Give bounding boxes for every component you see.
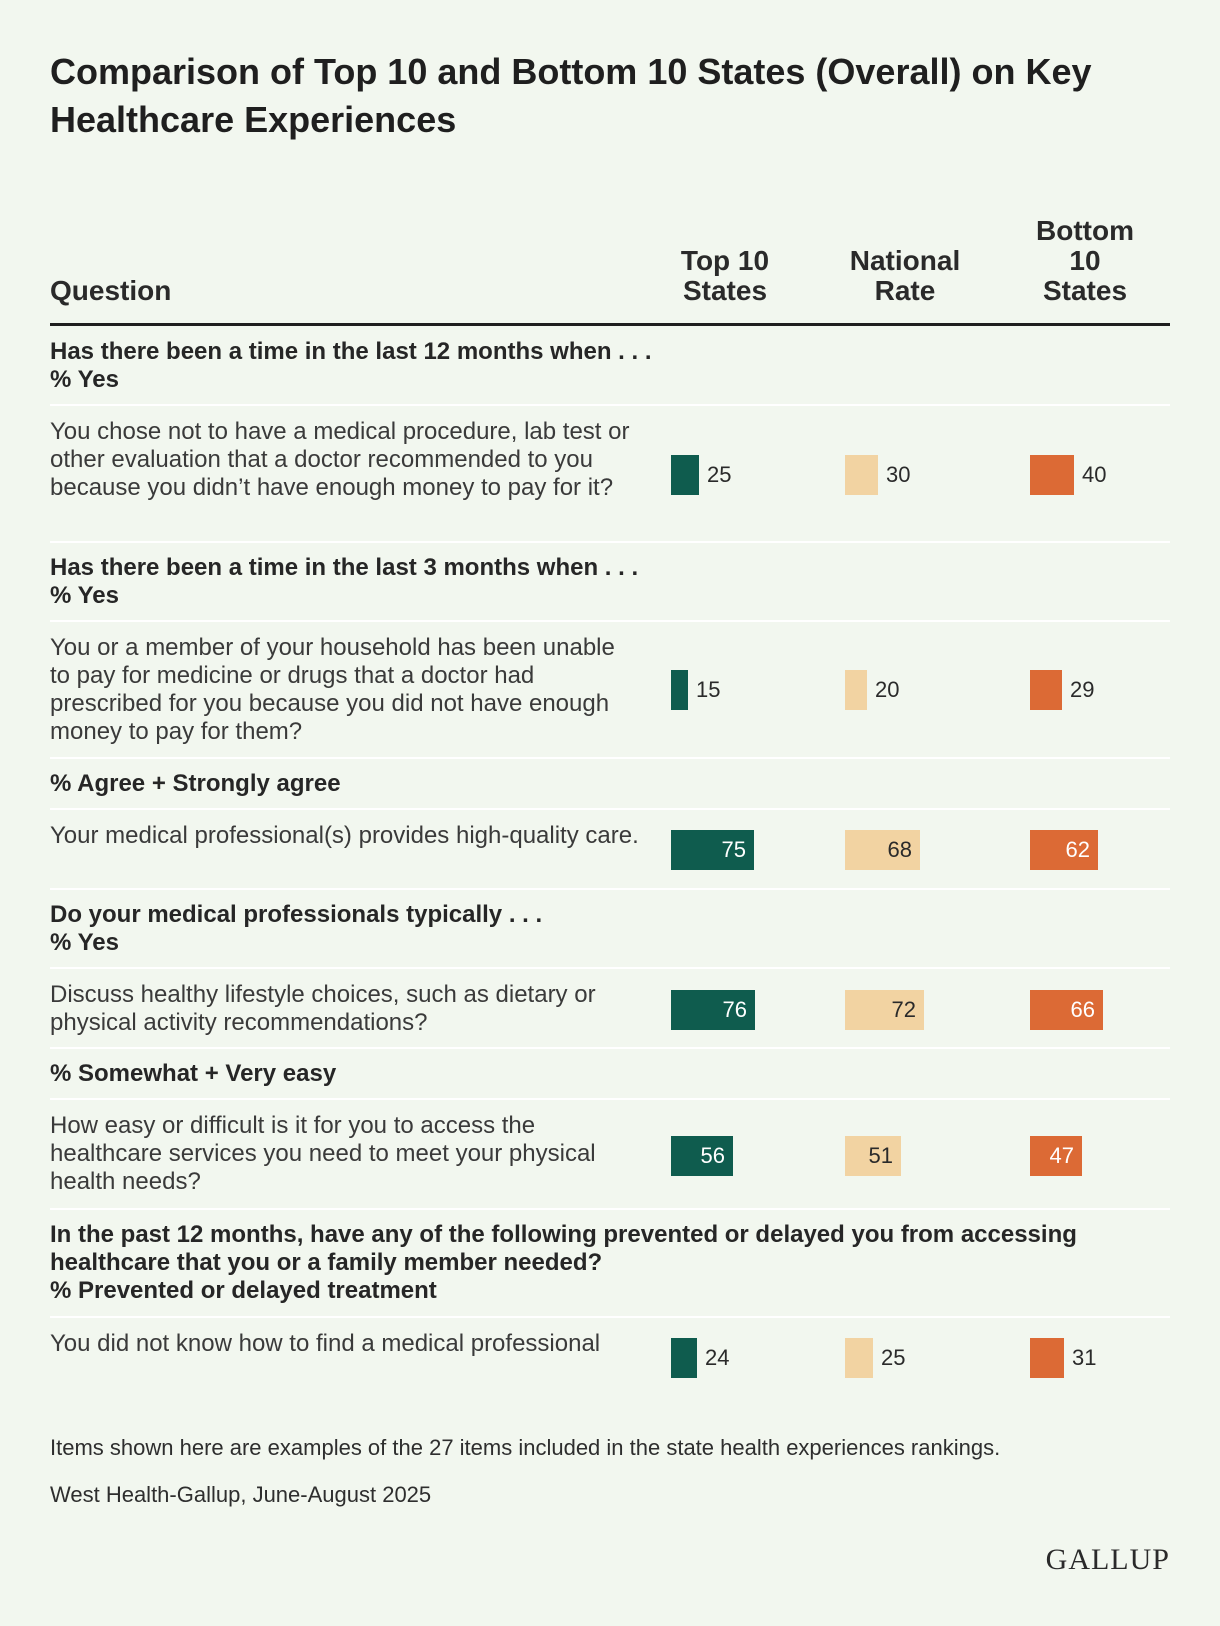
- value-label-top-10-states: 24: [705, 1345, 730, 1370]
- bar-bottom-10-states: [1030, 990, 1103, 1030]
- column-header-line: States: [682, 275, 768, 306]
- row-divider: [50, 1047, 1170, 1049]
- section-heading-line: Do your medical professionals typically …: [50, 901, 543, 928]
- question-text: You or a member of your household has be…: [50, 634, 615, 745]
- header-rule: [50, 323, 1170, 326]
- bar-bottom-10-states: [1030, 455, 1074, 495]
- footnote: Items shown here are examples of the 27 …: [50, 1435, 1001, 1460]
- section-heading: In the past 12 months, have any of the f…: [50, 1221, 1150, 1305]
- bar-bottom-10-states: [1030, 1136, 1082, 1176]
- value-label-national-rate: 51: [868, 1143, 893, 1168]
- value-label-national-rate: 30: [886, 462, 911, 487]
- row-divider: [50, 620, 1170, 622]
- column-header-line: States: [1042, 275, 1128, 306]
- column-header-line: Rate: [874, 275, 936, 306]
- section-heading-line: % Yes: [50, 366, 119, 393]
- value-label-top-10-states: 75: [721, 837, 746, 862]
- bar-national-rate: [845, 1136, 901, 1176]
- question-text: Discuss healthy lifestyle choices, such …: [50, 981, 596, 1036]
- bar-top-10-states: [671, 1136, 733, 1176]
- section-heading-line: Has there been a time in the last 3 mont…: [50, 554, 639, 581]
- section-heading: Has there been a time in the last 3 mont…: [50, 554, 1150, 610]
- value-label-top-10-states: 76: [722, 997, 747, 1022]
- column-header-question: Question: [50, 275, 172, 306]
- value-label-bottom-10-states: 47: [1049, 1143, 1074, 1168]
- bar-national-rate: [845, 1338, 873, 1378]
- section-heading: % Agree + Strongly agree: [50, 770, 1150, 798]
- value-label-bottom-10-states: 40: [1082, 462, 1107, 487]
- question-text: You did not know how to find a medical p…: [50, 1330, 601, 1357]
- question-text: How easy or difficult is it for you to a…: [50, 1112, 596, 1195]
- section-heading-line: % Yes: [50, 929, 119, 956]
- bar-bottom-10-states: [1030, 830, 1098, 870]
- bar-national-rate: [845, 990, 924, 1030]
- bar-national-rate: [845, 830, 920, 870]
- gallup-logo: GALLUP: [1045, 1543, 1170, 1576]
- value-label-bottom-10-states: 62: [1065, 837, 1090, 862]
- bar-top-10-states: [671, 670, 688, 710]
- value-label-top-10-states: 25: [707, 462, 732, 487]
- question-text: You chose not to have a medical procedur…: [50, 418, 630, 501]
- row-divider: [50, 404, 1170, 406]
- bar-top-10-states: [671, 990, 755, 1030]
- section-heading: Has there been a time in the last 12 mon…: [50, 338, 1150, 394]
- source-note: West Health-Gallup, June-August 2025: [50, 1482, 432, 1507]
- column-header-national-rate: National Rate: [820, 246, 990, 306]
- value-label-national-rate: 68: [887, 837, 912, 862]
- bar-top-10-states: [671, 1338, 697, 1378]
- value-label-national-rate: 20: [875, 677, 900, 702]
- bar-national-rate: [845, 670, 867, 710]
- section-heading-line: Has there been a time in the last 12 mon…: [50, 338, 652, 365]
- row-divider: [50, 967, 1170, 969]
- row-divider: [50, 757, 1170, 759]
- row-divider: [50, 808, 1170, 810]
- row-divider: [50, 1098, 1170, 1100]
- value-label-bottom-10-states: 31: [1072, 1345, 1097, 1370]
- question-text: Your medical professional(s) provides hi…: [50, 822, 639, 849]
- chart-title: Comparison of Top 10 and Bottom 10 State…: [50, 51, 1092, 140]
- value-label-national-rate: 72: [891, 997, 916, 1022]
- column-header-line: 10: [1069, 245, 1101, 276]
- section-heading: % Somewhat + Very easy: [50, 1060, 1150, 1088]
- section-heading: Do your medical professionals typically …: [50, 901, 1150, 957]
- value-label-bottom-10-states: 66: [1070, 997, 1095, 1022]
- bar-bottom-10-states: [1030, 670, 1062, 710]
- row-divider: [50, 1208, 1170, 1210]
- row-divider: [50, 541, 1170, 543]
- bar-top-10-states: [671, 455, 699, 495]
- value-label-bottom-10-states: 29: [1070, 677, 1095, 702]
- bar-national-rate: [845, 455, 878, 495]
- column-header-bottom-10-states: Bottom 10 States: [1000, 216, 1170, 306]
- section-heading-line: % Agree + Strongly agree: [50, 770, 341, 797]
- bar-top-10-states: [671, 830, 754, 870]
- column-header-line: Top 10: [680, 245, 770, 276]
- section-heading-line: In the past 12 months, have any of the f…: [50, 1221, 1077, 1276]
- bar-bottom-10-states: [1030, 1338, 1064, 1378]
- section-heading-line: % Yes: [50, 582, 119, 609]
- value-label-national-rate: 25: [881, 1345, 906, 1370]
- column-header-line: Bottom: [1036, 215, 1134, 246]
- column-header-top-10-states: Top 10 States: [650, 246, 800, 306]
- row-divider: [50, 1316, 1170, 1318]
- section-heading-line: % Prevented or delayed treatment: [50, 1277, 437, 1304]
- value-label-top-10-states: 56: [700, 1143, 725, 1168]
- section-heading-line: % Somewhat + Very easy: [50, 1060, 337, 1087]
- row-divider: [50, 888, 1170, 890]
- value-label-top-10-states: 15: [696, 677, 721, 702]
- column-header-line: National: [849, 245, 961, 276]
